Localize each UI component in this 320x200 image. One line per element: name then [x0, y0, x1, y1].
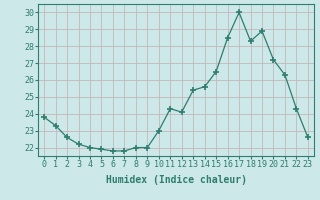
X-axis label: Humidex (Indice chaleur): Humidex (Indice chaleur) [106, 175, 246, 185]
